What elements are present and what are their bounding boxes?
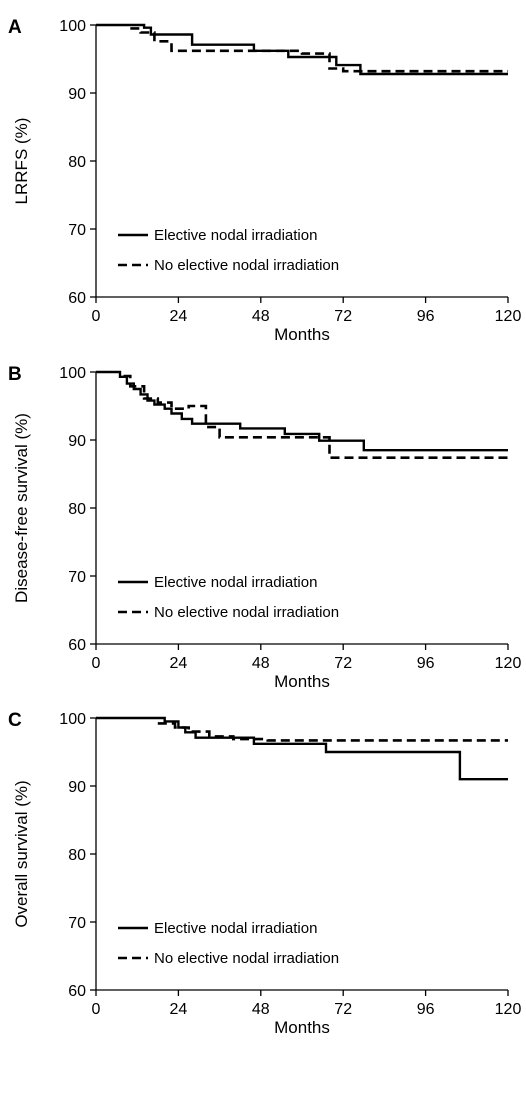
y-tick-label: 60 [68, 983, 86, 1000]
x-tick-label: 72 [334, 655, 352, 672]
y-tick-label: 100 [59, 365, 86, 382]
y-axis-title: LRRFS (%) [12, 118, 31, 205]
y-tick-label: 90 [68, 86, 86, 103]
x-tick-label: 0 [92, 1001, 101, 1018]
elective-nodal-irradiation-curve [96, 716, 508, 781]
no-elective-nodal-irradiation-curve [123, 374, 508, 459]
panel-letter: B [8, 364, 22, 385]
x-tick-label: 48 [252, 1001, 270, 1018]
panel-letter: A [8, 17, 22, 38]
x-tick-label: 24 [170, 308, 188, 325]
x-tick-label: 96 [417, 1001, 435, 1018]
x-axis-title: Months [274, 325, 330, 344]
x-axis-title: Months [274, 672, 330, 691]
y-tick-label: 80 [68, 847, 86, 864]
x-tick-label: 96 [417, 308, 435, 325]
y-tick-label: 90 [68, 779, 86, 796]
elective-nodal-irradiation-curve [96, 370, 508, 452]
x-tick-label: 48 [252, 655, 270, 672]
legend-label: Elective nodal irradiation [154, 227, 317, 244]
y-tick-label: 100 [59, 711, 86, 728]
no-elective-nodal-irradiation-curve [157, 722, 508, 742]
x-tick-label: 96 [417, 655, 435, 672]
legend-label: Elective nodal irradiation [154, 574, 317, 591]
y-tick-label: 60 [68, 290, 86, 307]
y-axis-title: Overall survival (%) [12, 780, 31, 927]
y-tick-label: 70 [68, 569, 86, 586]
panel-letter: C [8, 710, 22, 731]
x-tick-label: 48 [252, 308, 270, 325]
panel-a: A 60 70 80 90 100 0 24 48 72 96 120 Months LRRFS (%) E… [8, 17, 521, 344]
y-axis-title: Disease-free survival (%) [12, 413, 31, 603]
y-tick-label: 100 [59, 18, 86, 35]
y-tick-label: 80 [68, 501, 86, 518]
x-axis-title: Months [274, 1018, 330, 1037]
x-tick-label: 120 [495, 655, 522, 672]
legend-label: No elective nodal irradiation [154, 257, 339, 274]
y-tick-label: 60 [68, 637, 86, 654]
x-tick-label: 72 [334, 1001, 352, 1018]
y-tick-label: 80 [68, 154, 86, 171]
x-tick-label: 0 [92, 308, 101, 325]
x-tick-label: 24 [170, 655, 188, 672]
legend-label: Elective nodal irradiation [154, 920, 317, 937]
x-tick-label: 72 [334, 308, 352, 325]
legend-label: No elective nodal irradiation [154, 950, 339, 967]
x-tick-label: 120 [495, 1001, 522, 1018]
legend-label: No elective nodal irradiation [154, 604, 339, 621]
panel-c: C 60 70 80 90 100 0 24 48 72 96 120 Months Overall su… [8, 710, 521, 1037]
x-tick-label: 120 [495, 308, 522, 325]
y-tick-label: 90 [68, 433, 86, 450]
y-tick-label: 70 [68, 222, 86, 239]
panel-b: B 60 70 80 90 100 0 24 48 72 96 120 Months Disease-fr… [8, 364, 521, 691]
x-tick-label: 0 [92, 655, 101, 672]
elective-nodal-irradiation-curve [96, 23, 508, 76]
y-tick-label: 70 [68, 915, 86, 932]
x-tick-label: 24 [170, 1001, 188, 1018]
no-elective-nodal-irradiation-curve [130, 27, 508, 73]
